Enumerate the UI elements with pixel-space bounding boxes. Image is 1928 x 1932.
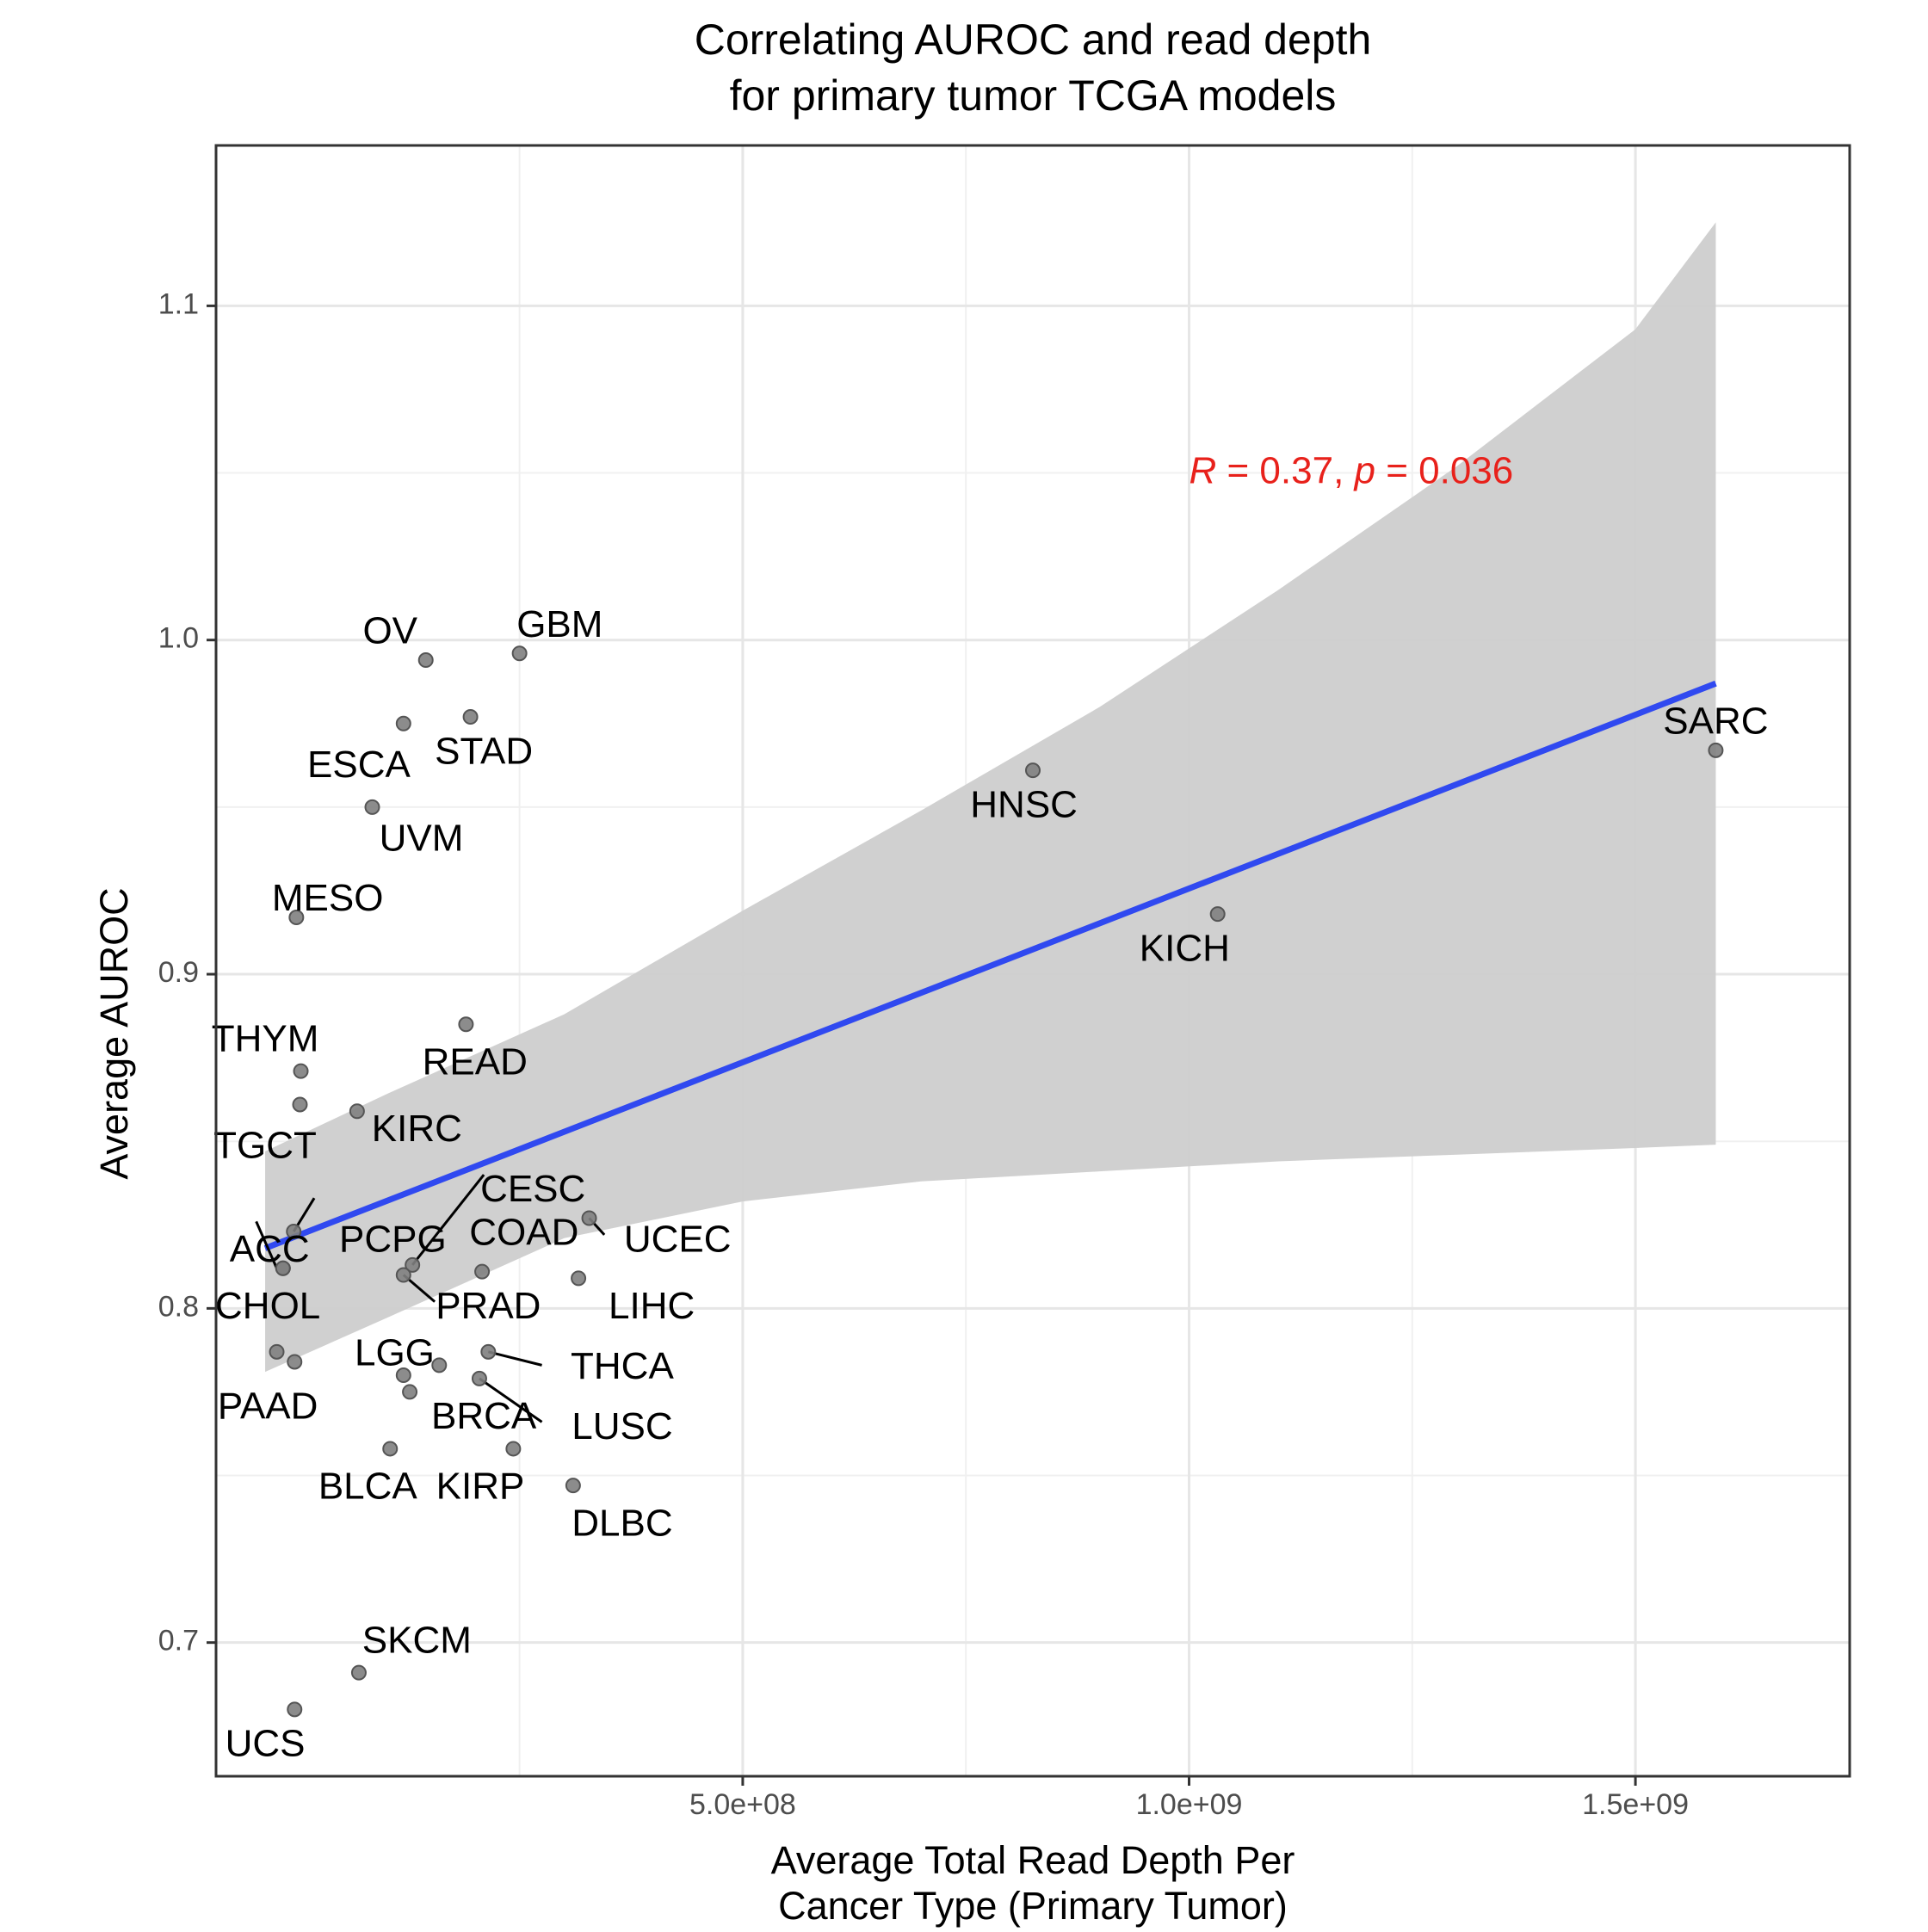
point-label-skcm: SKCM [362, 1619, 472, 1661]
chart-title-line-1: Correlating AUROC and read depth [695, 15, 1372, 64]
data-point-dlbc [565, 1478, 581, 1494]
point-label-prad: PRAD [436, 1285, 541, 1327]
data-point-skcm [350, 1664, 367, 1681]
point-label-ucec: UCEC [624, 1218, 732, 1260]
point-label-tgct: TGCT [213, 1125, 317, 1167]
data-point-ov [417, 652, 434, 669]
point-label-dlbc: DLBC [572, 1502, 672, 1544]
y-axis-title: Average AUROC [92, 887, 136, 1179]
point-label-paad: PAAD [218, 1385, 318, 1427]
annotation-part: = 0.37, [1216, 449, 1354, 491]
point-label-pcpg: PCPG [339, 1218, 447, 1260]
point-label-sarc: SARC [1663, 700, 1768, 742]
data-point-ucec [581, 1210, 597, 1226]
data-point-prad [395, 1267, 411, 1283]
data-point-lihc [571, 1270, 587, 1287]
point-label-brca: BRCA [431, 1395, 537, 1437]
point-label-acc: ACC [230, 1228, 310, 1270]
data-point-ucs [287, 1701, 303, 1718]
point-label-lihc: LIHC [609, 1285, 695, 1327]
plot-panel: OV GBM ESCA STAD UVM HNSC SARC MESO KICH READ THYM… [158, 144, 1851, 1821]
point-label-meso: MESO [272, 877, 384, 919]
annotation-part: p [1353, 449, 1375, 491]
point-label-kirc: KIRC [372, 1108, 462, 1150]
data-point-brca [395, 1367, 411, 1384]
point-label-chol: CHOL [215, 1285, 320, 1327]
data-point-chol [275, 1260, 291, 1276]
point-label-hnsc: HNSC [970, 783, 1078, 825]
label-leader-line [411, 1174, 485, 1266]
y-tick-label: 1.1 [158, 287, 199, 320]
data-point-paad2 [287, 1354, 303, 1370]
x-tick-label: 1.5e+09 [1582, 1788, 1689, 1821]
point-label-coad: COAD [469, 1212, 578, 1254]
data-point-tgct [292, 1096, 308, 1113]
point-label-ucs: UCS [226, 1723, 306, 1765]
point-label-uvm: UVM [380, 817, 464, 859]
point-label-thym: THYM [212, 1017, 319, 1059]
point-label-esca: ESCA [307, 744, 411, 786]
data-point-stad [462, 709, 479, 725]
data-point-thym [293, 1063, 309, 1079]
x-axis-title-line-1: Average Total Read Depth Per [771, 1838, 1295, 1882]
point-label-thca: THCA [571, 1345, 674, 1387]
data-point-lusc [471, 1370, 487, 1386]
x-tick-label: 5.0e+08 [689, 1788, 796, 1821]
data-point-acc [286, 1224, 302, 1240]
data-point-read [458, 1016, 474, 1033]
panel-border [214, 144, 1851, 1778]
point-label-read: READ [423, 1041, 528, 1083]
data-point-sarc [1708, 742, 1724, 758]
label-leader-line [255, 1220, 278, 1269]
data-point-uvm [364, 799, 380, 815]
y-tick-label: 0.9 [158, 956, 199, 989]
point-label-lgg: LGG [355, 1331, 435, 1373]
data-point-thca [480, 1343, 497, 1360]
point-label-gbm: GBM [516, 603, 602, 645]
x-tick-label: 1.0e+09 [1136, 1788, 1243, 1821]
y-tick-label: 0.8 [158, 1290, 199, 1323]
annotation-part: = 0.036 [1375, 449, 1513, 491]
data-point-paad [269, 1343, 285, 1360]
data-point-hnsc [1025, 762, 1041, 779]
point-label-kirp: KIRP [436, 1466, 525, 1508]
point-label-stad: STAD [435, 730, 533, 772]
data-point-gbm [511, 645, 528, 662]
data-point-blca [382, 1441, 399, 1457]
data-point-coad [474, 1263, 491, 1280]
data-point-meso [288, 910, 305, 926]
data-point-brca2 [402, 1384, 418, 1400]
data-point-esca [395, 715, 411, 731]
data-point-cesc [405, 1256, 421, 1273]
point-label-blca: BLCA [318, 1466, 418, 1508]
label-leader-line [487, 1350, 542, 1367]
confidence-band [265, 222, 1716, 1373]
data-point-kirc [349, 1103, 365, 1120]
point-label-kich: KICH [1140, 927, 1230, 969]
y-tick-label: 1.0 [158, 622, 199, 655]
chart-title-line-2: for primary tumor TCGA models [730, 71, 1337, 120]
label-leader-line [479, 1377, 543, 1423]
y-tick-label: 0.7 [158, 1625, 199, 1657]
data-point-kirp [505, 1441, 522, 1457]
point-label-ov: OV [362, 610, 417, 652]
point-label-cesc: CESC [480, 1168, 585, 1210]
point-label-lusc: LUSC [572, 1405, 672, 1447]
regression-line [263, 680, 1717, 1251]
x-axis-title-line-2: Cancer Type (Primary Tumor) [778, 1884, 1288, 1928]
data-point-lgg [431, 1357, 448, 1373]
data-point-kich [1209, 906, 1226, 923]
correlation-annotation: R = 0.37, p = 0.036 [1190, 449, 1514, 491]
annotation-part: R [1190, 449, 1217, 491]
